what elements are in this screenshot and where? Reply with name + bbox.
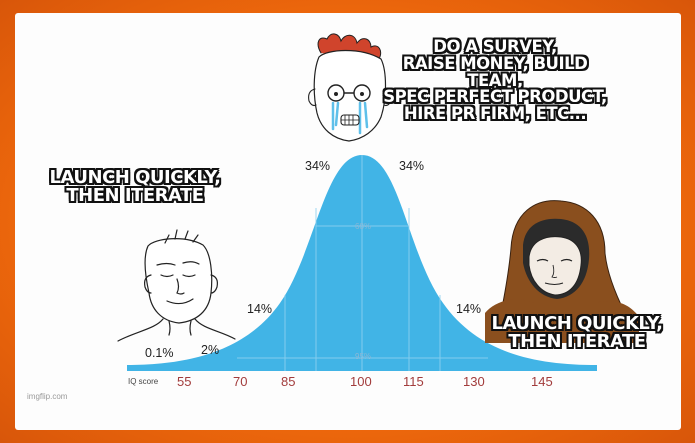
pct-label: 34% [305, 159, 331, 173]
crying-wojak-character [308, 33, 392, 142]
tick-label: 115 [403, 374, 424, 389]
pct-label: 34% [399, 159, 425, 173]
bell-curve-chart [127, 155, 597, 371]
axis-label: IQ score [128, 377, 159, 386]
pct-label: 14% [456, 302, 482, 316]
tick-label: 100 [350, 374, 372, 389]
pct-label: 2% [201, 343, 220, 357]
left-caption: LAUNCH QUICKLY, THEN ITERATE [49, 167, 221, 207]
pct-label: 95% [355, 352, 372, 361]
hooded-monk-character [485, 200, 639, 343]
top-caption: DO A SURVEY, RAISE MONEY, BUILD TEAM, SP… [383, 37, 607, 124]
tick-label: 85 [281, 374, 296, 389]
pct-label: 68% [355, 222, 372, 231]
meme-card: IQ score 55 70 85 100 115 130 145 0.1% 2… [15, 13, 681, 430]
pct-label: 0.1% [145, 346, 174, 360]
left-wojak-character [117, 229, 236, 342]
tick-label: 55 [177, 374, 192, 389]
right-caption: LAUNCH QUICKLY, THEN ITERATE [491, 313, 663, 353]
imgflip-watermark: imgflip.com [27, 392, 68, 401]
sd-lines [237, 155, 488, 371]
tick-label: 70 [233, 374, 248, 389]
tick-label: 130 [463, 374, 485, 389]
pct-label: 14% [247, 302, 273, 316]
tick-label: 145 [531, 374, 553, 389]
